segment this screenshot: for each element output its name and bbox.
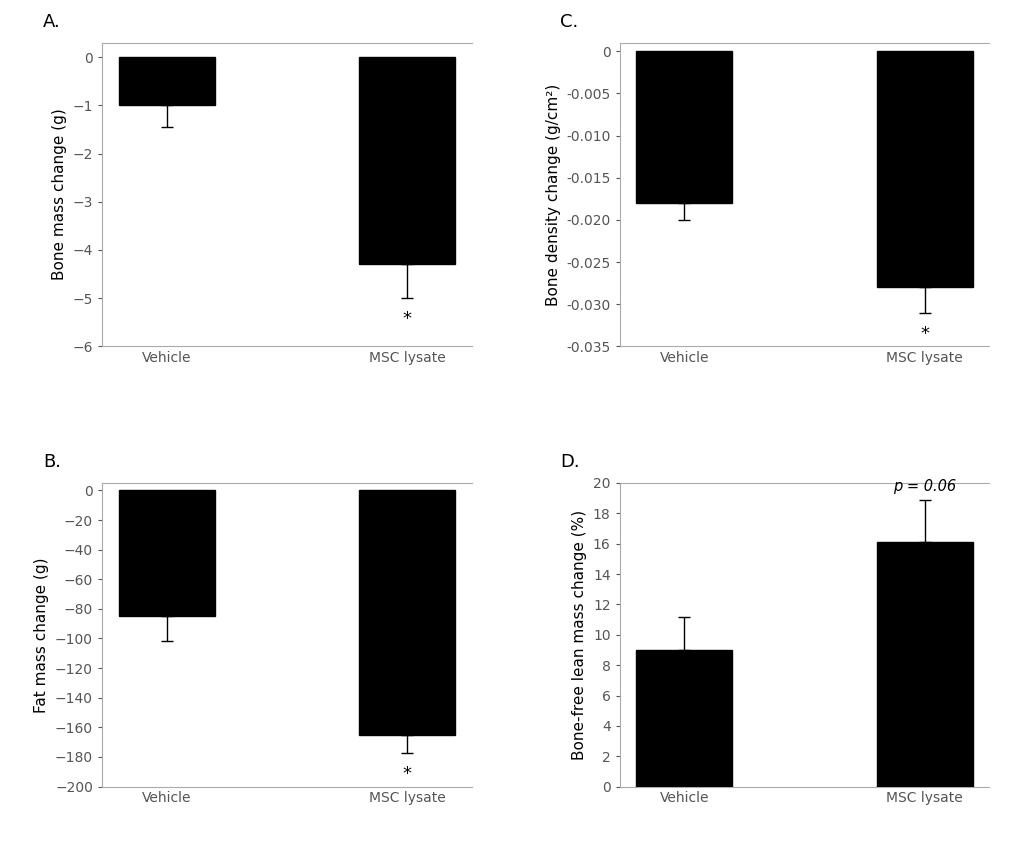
Bar — [118, 57, 215, 105]
Text: A.: A. — [43, 13, 60, 31]
Y-axis label: Bone mass change (g): Bone mass change (g) — [52, 109, 67, 280]
Text: *: * — [403, 310, 411, 328]
Bar — [875, 542, 972, 787]
Bar — [636, 650, 732, 787]
Bar — [118, 491, 215, 616]
Y-axis label: Fat mass change (g): Fat mass change (g) — [35, 557, 49, 712]
Text: D.: D. — [560, 453, 580, 471]
Bar — [359, 491, 454, 734]
Bar — [875, 51, 972, 287]
Text: B.: B. — [43, 453, 61, 471]
Text: C.: C. — [560, 13, 578, 31]
Text: p = 0.06: p = 0.06 — [893, 479, 955, 493]
Bar — [636, 51, 732, 203]
Y-axis label: Bone-free lean mass change (%): Bone-free lean mass change (%) — [572, 510, 587, 760]
Text: *: * — [919, 325, 928, 343]
Bar — [359, 57, 454, 264]
Y-axis label: Bone density change (g/cm²): Bone density change (g/cm²) — [545, 84, 560, 306]
Text: *: * — [403, 764, 411, 782]
